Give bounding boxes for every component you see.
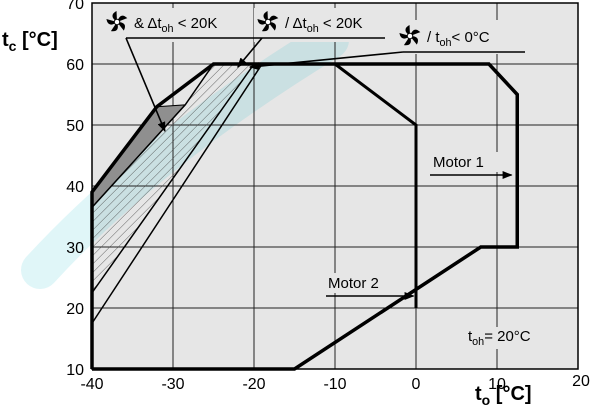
- x-tick-label: -30: [161, 376, 184, 393]
- x-tick-label: 0: [412, 376, 421, 393]
- annotation-fan-toh-below-0: / toh< 0°C: [427, 29, 490, 49]
- x-axis-label: to [°C]: [475, 383, 532, 408]
- series-motor-2-top: [334, 63, 417, 126]
- axes: [91, 2, 579, 370]
- x-tick-label: 10: [488, 376, 506, 393]
- fan-icon: [399, 25, 421, 46]
- series-motor-1: [90, 62, 519, 371]
- annotation-box: [396, 20, 520, 54]
- label-motor-2: Motor 2: [328, 275, 379, 292]
- series-toh-below-0: [91, 63, 263, 324]
- pointer-line: [125, 37, 166, 133]
- x-tick-label: -40: [80, 376, 103, 393]
- y-tick-label: 10: [66, 362, 84, 379]
- annotation-box: [254, 8, 390, 42]
- pointer-line: [248, 51, 404, 71]
- y-tick-label: 20: [66, 301, 84, 318]
- series-lines: [90, 62, 519, 371]
- annotation-box: [103, 8, 253, 42]
- annotation-fan-and-dtoh: & Δtoh < 20K: [134, 15, 217, 35]
- y-tick-label: 50: [66, 118, 84, 135]
- tick-labels: -40 -30 -20 -10 0 10 20 10 20 30 40 50 60 70: [66, 0, 590, 393]
- y-tick-label: 70: [66, 0, 84, 13]
- y-tick-label: 30: [66, 240, 84, 257]
- annotation-fan-or-dtoh: / Δtoh < 20K: [285, 15, 363, 35]
- y-axis-label: tc [°C]: [2, 29, 58, 54]
- label-toh: toh= 20°C: [468, 328, 531, 348]
- annotations: & Δtoh < 20K / Δtoh < 20K / toh< 0°C Motor …: [103, 8, 568, 349]
- fan-icon: [106, 11, 128, 32]
- label-motor-1: Motor 1: [433, 154, 484, 171]
- label-bg: [464, 327, 568, 349]
- plot-frame: [91, 2, 579, 370]
- x-tick-label: -20: [242, 376, 265, 393]
- fan-icon: [257, 11, 279, 32]
- x-tick-label: -10: [323, 376, 346, 393]
- y-tick-label: 60: [66, 57, 84, 74]
- label-bg: [326, 273, 396, 293]
- x-tick-label: 20: [572, 373, 590, 390]
- y-tick-label: 40: [66, 179, 84, 196]
- label-bg: [430, 152, 500, 172]
- axis-labels: tc [°C] to [°C]: [2, 29, 532, 408]
- pointer-line: [237, 37, 263, 68]
